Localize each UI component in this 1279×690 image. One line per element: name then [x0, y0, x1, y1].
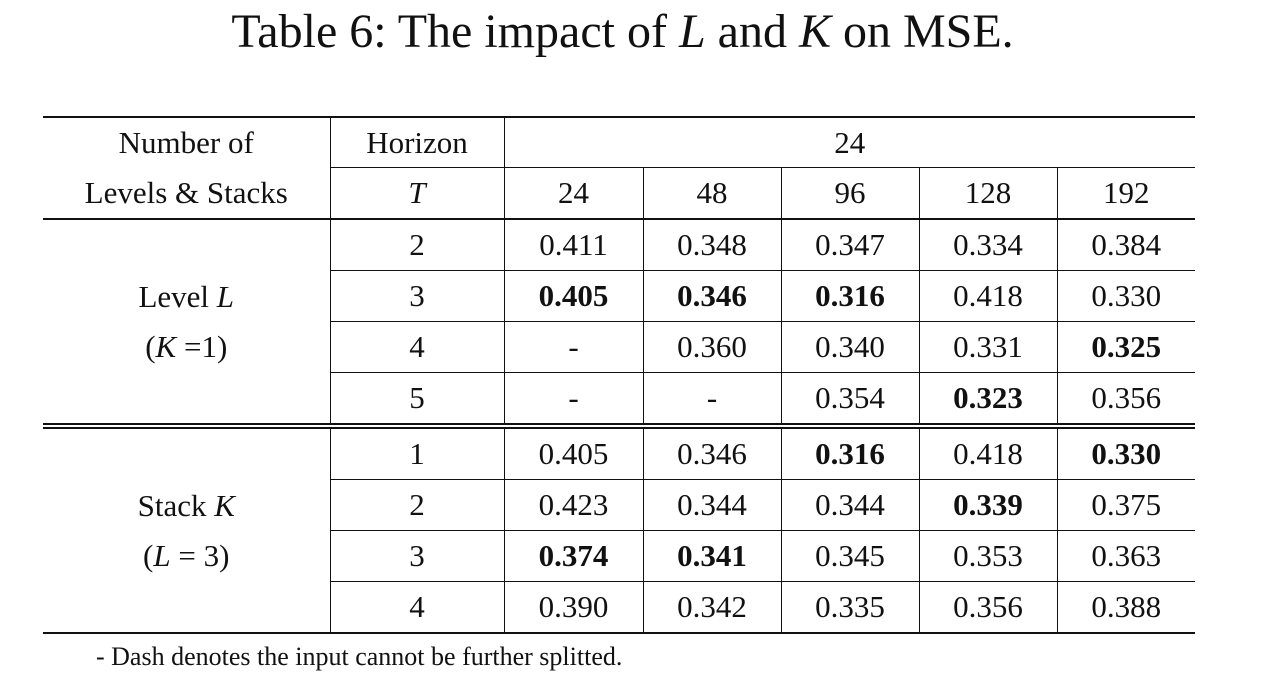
horizon-header: Horizon — [329, 116, 504, 168]
mse-value-cell: - — [642, 372, 781, 429]
table-row: Stack K (L = 3) 1 0.405 0.346 0.316 0.418 0.330 — [43, 426, 1196, 634]
mse-value-cell: 0.323 — [918, 372, 1057, 429]
mse-value-cell: 0.346 — [642, 426, 781, 480]
mse-value-cell: 0.335 — [780, 581, 919, 634]
column-header: 192 — [1056, 167, 1196, 220]
mse-value-cell: 0.344 — [780, 479, 919, 531]
corner-header-cell: Number of Levels & Stacks — [43, 116, 330, 220]
mse-value-cell: 0.346 — [642, 270, 781, 322]
group-label-line2: (L = 3) — [43, 537, 330, 573]
group-label-line1: Level L — [43, 278, 330, 314]
mse-value-cell: 0.339 — [918, 479, 1057, 531]
group-label-var: K — [214, 487, 235, 523]
mse-value-cell: 0.356 — [1056, 372, 1196, 429]
mse-value-cell: 0.344 — [642, 479, 781, 531]
horizon-var-header: T — [329, 167, 504, 220]
mse-value-cell: 0.330 — [1056, 426, 1196, 480]
mse-value-cell: 0.360 — [642, 321, 781, 373]
mse-value-cell: 0.354 — [780, 372, 919, 429]
horizon-value-cell: 4 — [329, 581, 504, 634]
mse-value-cell: 0.375 — [1056, 479, 1196, 531]
mse-value-cell: 0.316 — [780, 270, 919, 322]
group-label-param-value: =1) — [176, 328, 228, 364]
table-row: 2 0.423 0.344 0.344 0.339 0.375 — [43, 479, 1196, 531]
table-row: 5- -0.354 0.323 0.356 — [43, 372, 1196, 429]
table-row: 4-0.360 0.340 0.331 0.325 — [43, 321, 1196, 373]
group-label-param-value: = 3) — [170, 537, 230, 573]
group-label-cell: Stack K (L = 3) — [43, 426, 330, 634]
mse-value-cell: 0.390 — [503, 581, 643, 634]
mse-value-cell: 0.356 — [918, 581, 1057, 634]
mse-value-cell: 0.331 — [918, 321, 1057, 373]
mse-value-cell: 0.325 — [1056, 321, 1196, 373]
group-label-text: Stack — [137, 487, 215, 523]
group-label-line2: (K =1) — [43, 328, 330, 364]
horizon-value-cell: 2 — [329, 479, 504, 531]
mse-value-cell: 0.411 — [503, 219, 643, 271]
caption-suffix: on MSE. — [830, 5, 1014, 58]
corner-header-line1: Number of — [118, 125, 254, 160]
group-label-param-var: K — [155, 328, 177, 364]
span-header: 24 — [503, 116, 1196, 168]
mse-value-cell: 0.388 — [1056, 581, 1196, 634]
column-header: 48 — [642, 167, 781, 220]
mse-value-cell: 0.316 — [780, 426, 919, 480]
corner-header-line2: Levels & Stacks — [84, 175, 288, 210]
mse-value-cell: 0.340 — [780, 321, 919, 373]
table-body: Number of Levels & Stacks Horizon 24 T 2… — [43, 116, 1196, 634]
mse-value-cell: 0.363 — [1056, 530, 1196, 582]
group-label-paren: ( — [145, 328, 156, 364]
mse-value-cell: 0.353 — [918, 530, 1057, 582]
column-header: 24 — [503, 167, 643, 220]
mse-value-cell: 0.345 — [780, 530, 919, 582]
header-row-2: T 24 48 96 128 192 — [43, 167, 1196, 220]
mse-value-cell: 0.342 — [642, 581, 781, 634]
mse-value-cell: 0.334 — [918, 219, 1057, 271]
horizon-value-cell: 2 — [329, 219, 504, 271]
group-label-param-var: L — [153, 537, 171, 573]
column-header: 96 — [780, 167, 919, 220]
group-label-cell: Level L (K =1) — [43, 219, 330, 429]
table-row: 3 0.405 0.346 0.316 0.418 0.330 — [43, 270, 1196, 322]
caption-mid: and — [705, 5, 799, 58]
horizon-value-cell: 3 — [329, 530, 504, 582]
mse-value-cell: 0.418 — [918, 426, 1057, 480]
mse-value-cell: 0.341 — [642, 530, 781, 582]
mse-value-cell: - — [503, 321, 643, 373]
horizon-value-cell: 4 — [329, 321, 504, 373]
caption-var-k: K — [798, 5, 831, 58]
mse-table: Number of Levels & Stacks Horizon 24 T 2… — [43, 116, 1196, 634]
mse-value-cell: 0.374 — [503, 530, 643, 582]
caption-var-l: L — [678, 5, 706, 58]
footnote: - Dash denotes the input cannot be furth… — [96, 642, 623, 671]
table-row: Level L (K =1) 2 0.411 0.348 0.347 0.334 0.384 — [43, 219, 1196, 429]
mse-value-cell: 0.418 — [918, 270, 1057, 322]
caption-prefix: Table 6: The impact of — [231, 5, 679, 58]
mse-value-cell: 0.330 — [1056, 270, 1196, 322]
group-label-text: Level — [138, 278, 217, 314]
mse-value-cell: 0.423 — [503, 479, 643, 531]
table-row: 4 0.390 0.342 0.335 0.356 0.388 — [43, 581, 1196, 634]
group-label-var: L — [216, 278, 235, 314]
table-caption: Table 6: The impact of L and K on MSE. — [0, 2, 1245, 62]
horizon-value-cell: 5 — [329, 372, 504, 429]
table-row: 3 0.374 0.341 0.345 0.353 0.363 — [43, 530, 1196, 582]
mse-value-cell: 0.405 — [503, 426, 643, 480]
mse-value-cell: 0.347 — [780, 219, 919, 271]
column-header: 128 — [918, 167, 1057, 220]
horizon-value-cell: 1 — [329, 426, 504, 480]
group-label-paren: ( — [143, 537, 154, 573]
mse-value-cell: - — [503, 372, 643, 429]
mse-value-cell: 0.405 — [503, 270, 643, 322]
mse-value-cell: 0.384 — [1056, 219, 1196, 271]
horizon-value-cell: 3 — [329, 270, 504, 322]
group-label-line1: Stack K — [43, 487, 330, 523]
mse-value-cell: 0.348 — [642, 219, 781, 271]
header-row-1: Number of Levels & Stacks Horizon 24 — [43, 116, 1196, 220]
